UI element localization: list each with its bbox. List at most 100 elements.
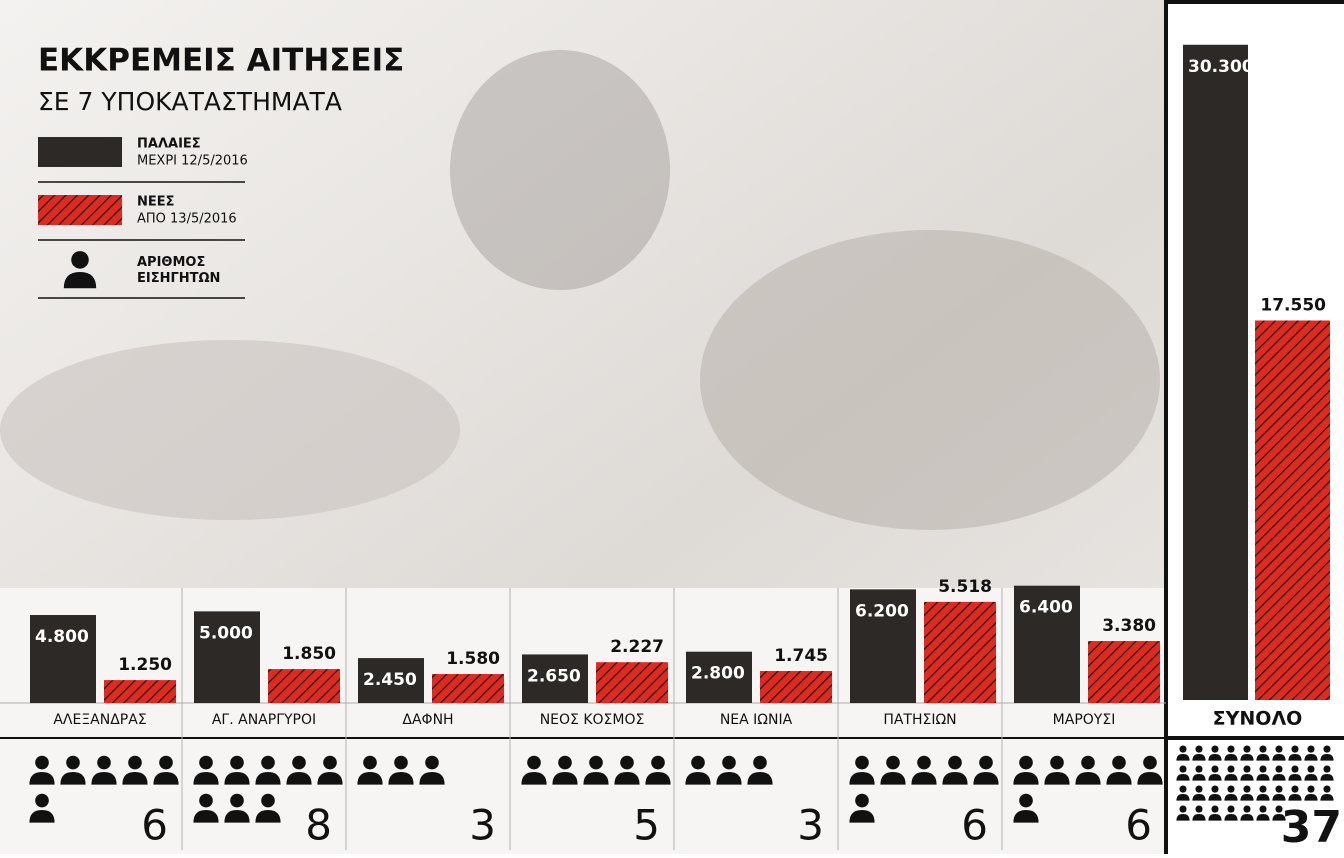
- person-head: [1323, 745, 1330, 752]
- person-head: [1307, 745, 1314, 752]
- person-head: [1019, 794, 1033, 808]
- person-head: [1291, 785, 1298, 792]
- bar: [596, 662, 668, 703]
- bar: [268, 669, 340, 703]
- x-tick-label: ΝΕΟΣ ΚΟΣΜΟΣ: [540, 712, 645, 728]
- person-head: [855, 756, 869, 770]
- bar: [1183, 45, 1248, 700]
- value-label: 1.250: [118, 655, 172, 675]
- person-head: [230, 794, 244, 808]
- person-head: [722, 756, 736, 770]
- person-head: [1307, 785, 1314, 792]
- photo-hand: [0, 340, 460, 520]
- person-head: [651, 756, 665, 770]
- person-head: [691, 756, 705, 770]
- person-head: [1259, 785, 1266, 792]
- person-head: [1179, 745, 1186, 752]
- bar: [1255, 320, 1330, 700]
- person-head: [1259, 805, 1266, 812]
- legend-label: ΑΡΙΘΜΟΣ ΕΙΣΗΓΗΤΩΝ: [137, 255, 237, 286]
- person-head: [1211, 765, 1218, 772]
- person-head: [1143, 756, 1157, 770]
- x-tick-label: ΑΓ. ΑΝΑΡΓΥΡΟΙ: [212, 712, 316, 728]
- person-head: [558, 756, 572, 770]
- person-head: [1179, 765, 1186, 772]
- bar: [924, 602, 996, 703]
- value-label: 30.300: [1188, 57, 1254, 77]
- value-label: 5.000: [199, 623, 253, 643]
- person-head: [1275, 785, 1282, 792]
- person-head: [527, 756, 541, 770]
- x-tick-label: ΑΛΕΞΑΝΔΡΑΣ: [53, 712, 146, 728]
- person-head: [1291, 765, 1298, 772]
- photo-hand: [700, 230, 1160, 530]
- person-head: [1227, 785, 1234, 792]
- rapporteur-count: 6: [961, 801, 988, 850]
- person-head: [1243, 785, 1250, 792]
- person-head: [199, 756, 213, 770]
- person-head: [1081, 756, 1095, 770]
- person-head: [230, 756, 244, 770]
- value-label: 6.200: [855, 601, 909, 621]
- bar: [1088, 641, 1160, 703]
- chart-subtitle: ΣΕ 7 ΥΠΟΚΑΤΑΣΤΗΜΑΤΑ: [38, 87, 342, 116]
- rapporteur-count: 8: [305, 801, 332, 850]
- x-tick-label: ΝΕΑ ΙΩΝΙΑ: [720, 712, 793, 728]
- person-head: [66, 756, 80, 770]
- person-head: [261, 794, 275, 808]
- legend-period: ΑΠΟ 13/5/2016: [137, 212, 237, 227]
- person-head: [1179, 805, 1186, 812]
- person-head: [979, 756, 993, 770]
- value-label: 5.518: [938, 577, 992, 597]
- person-head: [1227, 805, 1234, 812]
- rapporteur-count: 3: [797, 801, 824, 850]
- person-head: [128, 756, 142, 770]
- value-label: 17.550: [1260, 295, 1326, 315]
- person-head: [886, 756, 900, 770]
- bar: [432, 674, 504, 703]
- person-head: [1275, 765, 1282, 772]
- person-head: [917, 756, 931, 770]
- person-head: [394, 756, 408, 770]
- person-head: [1195, 745, 1202, 752]
- person-head: [1211, 805, 1218, 812]
- person-head: [948, 756, 962, 770]
- infographic: ΕΚΚΡΕΜΕΙΣ ΑΙΤΗΣΕΙΣ ΣΕ 7 ΥΠΟΚΑΤΑΣΤΗΜΑΤΑ Π…: [0, 0, 1344, 854]
- value-label: 3.380: [1102, 616, 1156, 636]
- person-head: [1227, 745, 1234, 752]
- person-head: [589, 756, 603, 770]
- person-head: [35, 756, 49, 770]
- person-head: [1195, 785, 1202, 792]
- person-head: [1019, 756, 1033, 770]
- value-label: 2.650: [527, 666, 581, 686]
- person-head: [292, 756, 306, 770]
- person-head: [1259, 765, 1266, 772]
- person-head: [1195, 765, 1202, 772]
- person-head: [1243, 745, 1250, 752]
- rapporteur-count: 5: [633, 801, 660, 850]
- person-head: [199, 794, 213, 808]
- legend-swatch: [38, 137, 122, 167]
- legend-swatch: [38, 195, 122, 225]
- person-head: [97, 756, 111, 770]
- person-head: [1211, 785, 1218, 792]
- person-head: [1275, 745, 1282, 752]
- x-tick-label: ΔΑΦΝΗ: [402, 712, 453, 728]
- value-label: 2.450: [363, 670, 417, 690]
- legend-period: ΜΕΧΡΙ 12/5/2016: [137, 154, 248, 169]
- person-head: [1179, 785, 1186, 792]
- person-head: [323, 756, 337, 770]
- person-head: [261, 756, 275, 770]
- person-head: [1112, 756, 1126, 770]
- person-head: [855, 794, 869, 808]
- rapporteur-count: 3: [469, 801, 496, 850]
- bar: [104, 680, 176, 703]
- person-head: [1227, 765, 1234, 772]
- value-label: 2.227: [610, 637, 664, 657]
- bar: [760, 671, 832, 703]
- value-label: 1.850: [282, 644, 336, 664]
- person-head: [1307, 765, 1314, 772]
- person-head: [425, 756, 439, 770]
- person-head: [1291, 745, 1298, 752]
- legend-label: ΠΑΛΑΙΕΣ: [137, 137, 201, 152]
